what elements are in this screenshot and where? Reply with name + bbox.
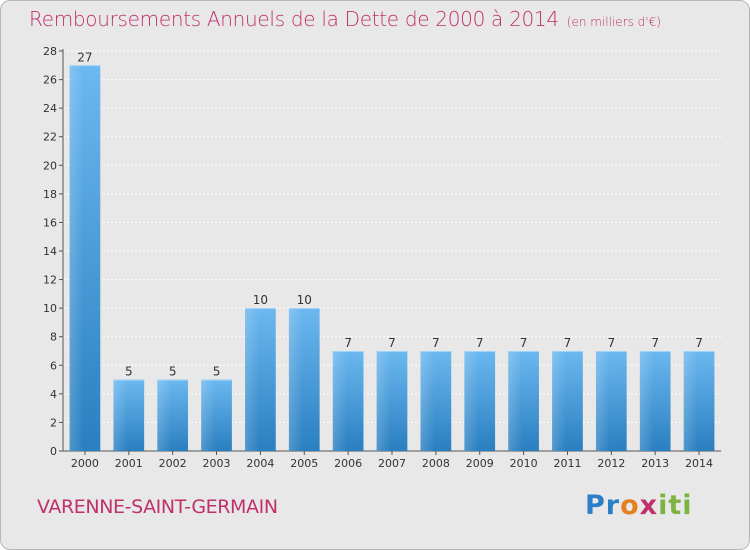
chart-subtitle: (en milliers d'€): [566, 15, 661, 29]
bar-highlight: [552, 351, 566, 451]
bar-highlight: [245, 308, 259, 451]
y-tick-label: 18: [43, 188, 57, 201]
logo-part-4: iti: [658, 490, 693, 521]
y-tick-label: 2: [50, 416, 57, 429]
data-label: 7: [608, 336, 616, 350]
x-tick-label: 2007: [378, 457, 406, 470]
y-tick-label: 14: [43, 245, 57, 258]
data-label: 27: [77, 50, 92, 64]
x-tick-label: 2005: [290, 457, 318, 470]
x-tick-label: 2013: [641, 457, 669, 470]
bar-highlight: [113, 379, 128, 451]
y-tick-label: 6: [50, 359, 57, 372]
chart-title-main: Remboursements Annuels de la Dette de 20…: [29, 7, 559, 31]
x-tick-label: 2014: [685, 457, 713, 470]
bar-highlight: [288, 308, 303, 451]
x-tick-label: 2009: [466, 457, 494, 470]
bar-layer: [69, 65, 715, 452]
y-tick-label: 24: [43, 102, 57, 115]
bar-highlight: [420, 351, 435, 451]
data-label: 7: [388, 336, 396, 350]
x-tick-label: 2003: [203, 457, 231, 470]
bar-highlight: [332, 351, 347, 451]
bar-highlight: [508, 351, 523, 451]
data-label: 7: [564, 336, 572, 350]
bar-highlight: [157, 379, 172, 451]
logo-part-3: x: [639, 490, 659, 521]
x-tick-label: 2000: [71, 457, 99, 470]
x-tick-label: 2012: [597, 457, 625, 470]
data-label: 7: [520, 336, 528, 350]
x-tick-label: 2001: [115, 457, 143, 470]
data-label: 10: [297, 293, 312, 307]
x-tick-label: 2011: [553, 457, 581, 470]
bar-highlight: [595, 351, 610, 451]
proxiti-logo[interactable]: Proxiti: [585, 490, 693, 521]
bar-highlight: [201, 379, 215, 451]
bar-highlight: [464, 351, 479, 451]
data-label: 7: [476, 336, 484, 350]
x-tick-label: 2006: [334, 457, 362, 470]
data-label: 5: [169, 365, 177, 379]
y-tick-label: 10: [43, 302, 57, 315]
data-label: 5: [125, 365, 133, 379]
data-label: 7: [432, 336, 440, 350]
x-tick-label: 2004: [246, 457, 274, 470]
y-tick-label: 4: [50, 388, 57, 401]
y-tick-label: 28: [43, 45, 57, 58]
commune-name: VARENNE-SAINT-GERMAIN: [37, 496, 278, 518]
x-tick-label: 2010: [510, 457, 538, 470]
bar-highlight: [683, 351, 698, 451]
bar-highlight: [376, 351, 391, 451]
data-label: 10: [253, 293, 268, 307]
y-tick-label: 20: [43, 159, 57, 172]
y-tick-label: 0: [50, 445, 57, 458]
data-label: 7: [695, 336, 703, 350]
data-label: 7: [651, 336, 659, 350]
y-tick-label: 8: [50, 331, 57, 344]
x-tick-label: 2002: [159, 457, 187, 470]
y-tick-label: 22: [43, 131, 57, 144]
bar-highlight: [69, 65, 84, 452]
logo-part-1: Pr: [585, 490, 621, 521]
y-tick-label: 26: [43, 74, 57, 87]
logo-part-2: o: [620, 490, 640, 521]
y-tick-label: 12: [43, 274, 57, 287]
label-layer: 2000 27 2001 5 2002 5 2003 5 2004 10 2005 10 2006 7 20…: [71, 50, 713, 470]
x-tick-label: 2008: [422, 457, 450, 470]
data-label: 7: [344, 336, 352, 350]
bar-highlight: [639, 351, 654, 451]
chart-title: Remboursements Annuels de la Dette de 20…: [29, 7, 661, 31]
data-label: 5: [213, 365, 221, 379]
y-tick-label: 16: [43, 216, 57, 229]
